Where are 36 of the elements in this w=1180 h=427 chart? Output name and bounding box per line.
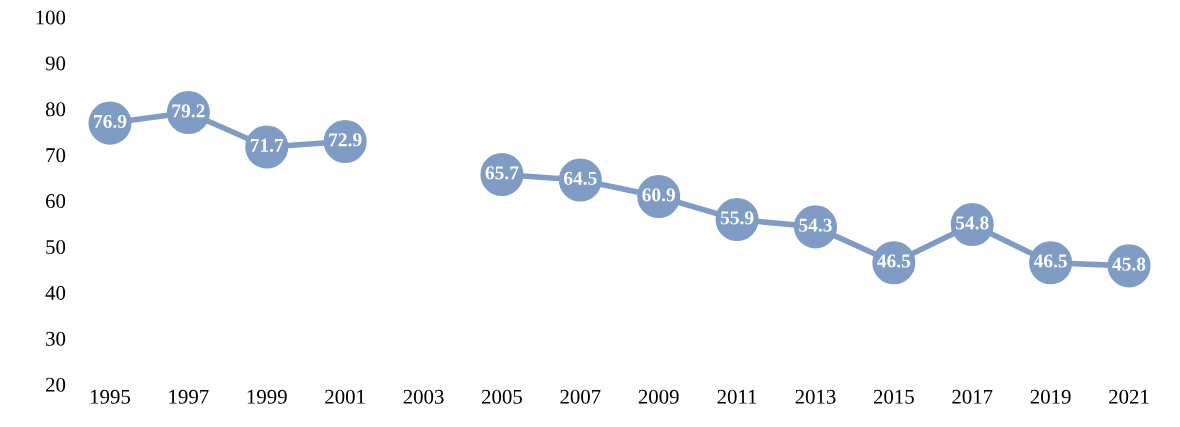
x-tick-label: 1997	[169, 389, 209, 404]
data-label: 46.5	[1033, 254, 1067, 268]
y-tick-label: 20	[46, 377, 66, 392]
data-label: 54.3	[799, 218, 832, 232]
x-tick-label: 2007	[560, 389, 601, 404]
x-tick-label: 2005	[482, 389, 522, 404]
y-tick-label: 50	[46, 239, 66, 255]
x-tick-label: 2013	[795, 389, 836, 404]
x-tick-label: 1999	[247, 389, 287, 404]
x-tick-label: 2015	[873, 389, 914, 404]
data-label: 60.9	[642, 188, 675, 202]
x-tick-label: 2011	[717, 389, 757, 404]
y-tick-label: 30	[46, 331, 66, 346]
y-tick-label: 40	[45, 285, 66, 300]
data-label: 79.2	[172, 104, 205, 118]
y-tick-label: 100	[36, 10, 66, 25]
data-label: 71.7	[250, 138, 284, 152]
y-tick-label: 90	[45, 56, 66, 71]
y-tick-label: 80	[45, 102, 66, 117]
x-tick-label: 2003	[403, 389, 444, 404]
x-tick-label: 2019	[1030, 389, 1071, 404]
x-tick-label: 2009	[638, 389, 679, 404]
y-tick-label: 70	[46, 148, 66, 163]
data-label: 45.8	[1112, 257, 1146, 271]
data-label: 54.8	[956, 216, 989, 230]
y-tick-label: 60	[46, 194, 66, 209]
x-tick-label: 1995	[90, 389, 131, 404]
data-label: 65.7	[485, 166, 519, 180]
x-tick-label: 2021	[1109, 389, 1149, 404]
data-label: 55.9	[720, 211, 754, 225]
x-tick-label: 2017	[952, 389, 993, 404]
data-label: 76.9	[94, 114, 127, 129]
data-label: 46.5	[877, 254, 911, 268]
data-label: 64.5	[563, 171, 597, 185]
data-label: 72.9	[329, 133, 362, 147]
x-tick-label: 2001	[325, 389, 365, 404]
